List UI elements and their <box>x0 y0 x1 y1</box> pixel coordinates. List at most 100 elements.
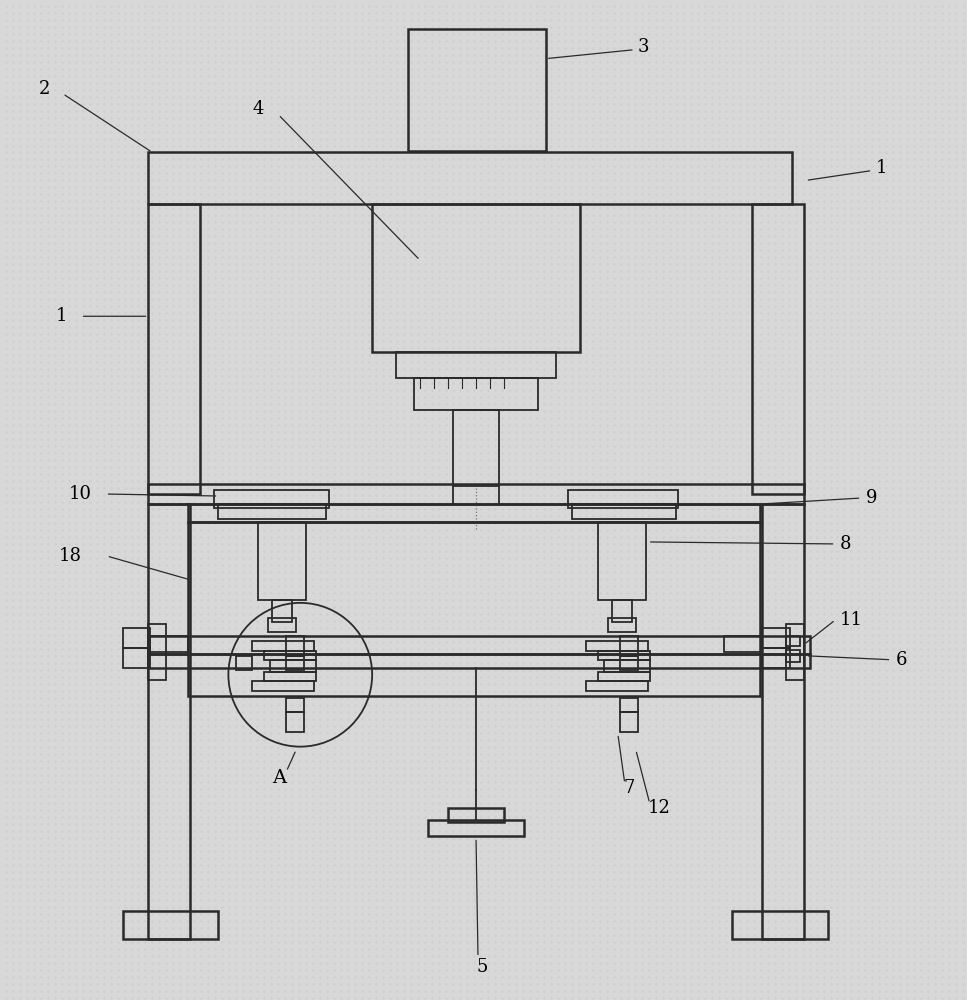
Point <box>543 774 559 790</box>
Point <box>921 473 936 489</box>
Point <box>704 270 719 286</box>
Point <box>355 767 370 783</box>
Point <box>319 179 335 195</box>
Point <box>446 913 461 929</box>
Point <box>61 697 76 713</box>
Point <box>697 438 713 454</box>
Point <box>949 89 964 105</box>
Point <box>473 920 488 936</box>
Point <box>543 760 559 776</box>
Point <box>375 655 391 671</box>
Point <box>788 124 804 140</box>
Point <box>403 242 419 258</box>
Point <box>858 466 873 482</box>
Point <box>368 962 384 978</box>
Point <box>683 138 698 154</box>
Point <box>481 955 496 971</box>
Point <box>571 809 587 825</box>
Point <box>284 976 300 992</box>
Point <box>19 697 35 713</box>
Point <box>816 214 832 230</box>
Point <box>473 536 488 552</box>
Point <box>180 375 195 391</box>
Point <box>54 19 70 35</box>
Point <box>501 249 516 265</box>
Point <box>96 179 111 195</box>
Point <box>487 515 503 531</box>
Point <box>606 871 622 887</box>
Point <box>12 375 27 391</box>
Point <box>515 962 531 978</box>
Point <box>410 732 425 748</box>
Point <box>221 417 237 433</box>
Point <box>641 214 657 230</box>
Point <box>830 634 845 650</box>
Point <box>33 781 48 797</box>
Point <box>438 990 454 1000</box>
Point <box>362 221 377 237</box>
Point <box>249 431 265 447</box>
Point <box>753 878 769 894</box>
Point <box>96 144 111 160</box>
Point <box>606 340 622 356</box>
Point <box>89 403 104 419</box>
Point <box>522 214 538 230</box>
Point <box>634 333 650 349</box>
Point <box>481 75 496 91</box>
Point <box>543 96 559 112</box>
Point <box>165 54 181 70</box>
Point <box>46 410 62 426</box>
Point <box>159 543 174 559</box>
Point <box>403 82 419 98</box>
Point <box>40 33 55 49</box>
Point <box>438 277 454 293</box>
Point <box>284 89 300 105</box>
Point <box>410 124 425 140</box>
Point <box>355 89 370 105</box>
Point <box>110 263 126 279</box>
Point <box>690 941 706 957</box>
Point <box>334 732 349 748</box>
Point <box>124 396 139 412</box>
Point <box>830 228 845 244</box>
Point <box>550 33 566 49</box>
Point <box>949 934 964 950</box>
Point <box>355 571 370 587</box>
Point <box>403 809 419 825</box>
Point <box>187 948 202 964</box>
Point <box>886 347 901 363</box>
Point <box>871 396 887 412</box>
Point <box>375 410 391 426</box>
Point <box>816 913 832 929</box>
Point <box>606 767 622 783</box>
Point <box>124 389 139 405</box>
Point <box>278 33 293 49</box>
Point <box>836 214 852 230</box>
Point <box>802 690 817 706</box>
Point <box>955 809 967 825</box>
Point <box>858 529 873 545</box>
Point <box>54 934 70 950</box>
Point <box>278 599 293 615</box>
Point <box>886 151 901 167</box>
Point <box>550 592 566 608</box>
Point <box>327 788 342 804</box>
Point <box>774 445 789 461</box>
Point <box>236 620 251 636</box>
Point <box>347 927 363 943</box>
Point <box>159 61 174 77</box>
Point <box>879 221 894 237</box>
Point <box>830 235 845 251</box>
Point <box>271 298 286 314</box>
Point <box>264 61 279 77</box>
Point <box>340 389 356 405</box>
Point <box>193 228 209 244</box>
Point <box>529 396 544 412</box>
Point <box>368 319 384 335</box>
Point <box>921 256 936 272</box>
Point <box>746 221 761 237</box>
Point <box>278 26 293 42</box>
Point <box>613 676 629 692</box>
Point <box>879 68 894 84</box>
Point <box>836 536 852 552</box>
